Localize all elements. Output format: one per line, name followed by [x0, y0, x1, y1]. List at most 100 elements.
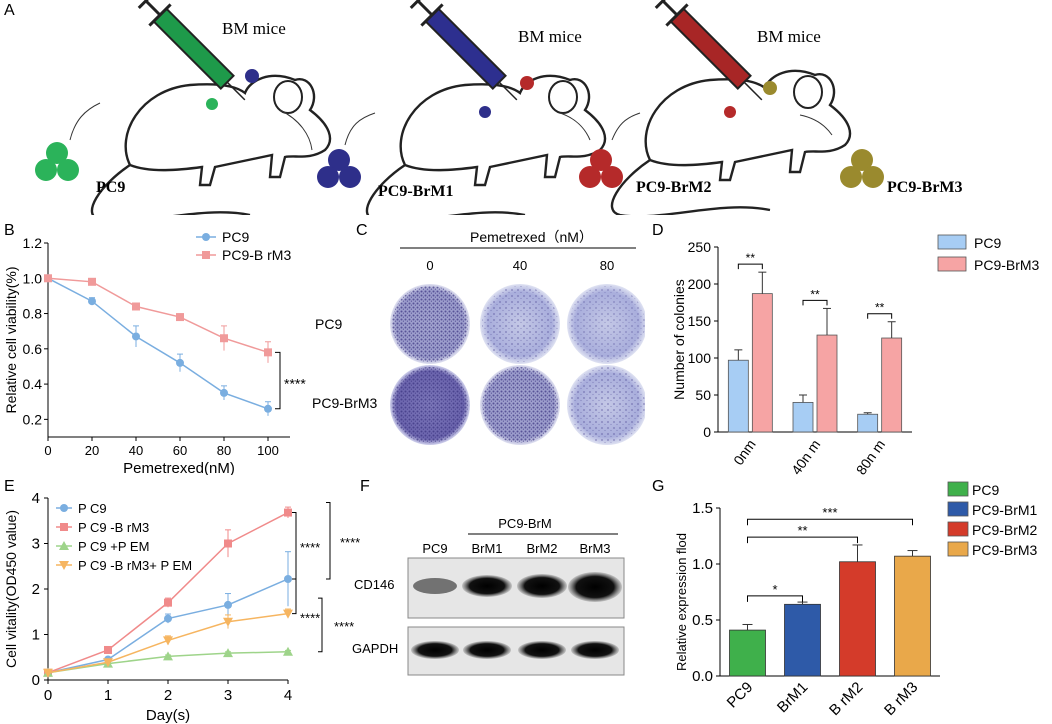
y-tick-label: 0: [703, 424, 711, 440]
band-cd146-brm1: [462, 575, 512, 597]
cell-label-brm1: PC9-BrM1: [378, 183, 454, 200]
y-tick-label: 0.0: [692, 668, 713, 685]
band-cd146-pc9: [413, 578, 457, 594]
bar: [816, 334, 838, 433]
y-tick-label: 0.8: [23, 306, 43, 322]
bm-mice-label-2: BM mice: [518, 27, 582, 46]
y-tick-label: 0.2: [23, 411, 43, 427]
significance-bracket: [802, 299, 828, 306]
panel-e-line-chart: 0 1 2 3 4 0 1 2 3 4 Day(s) Cell vitality(OD450 valu…: [3, 490, 360, 724]
data-point: [224, 600, 232, 609]
significance-bracket: [275, 351, 281, 410]
arrow-2: [279, 109, 313, 151]
y-axis-title: Number of colonies: [671, 279, 687, 400]
data-point: [220, 334, 228, 343]
significance-bracket: [326, 502, 331, 580]
bm-mice-label-3: BM mice: [757, 27, 821, 46]
injection-site-2: [479, 106, 491, 118]
arrow-6: [799, 114, 833, 136]
bar: [881, 337, 903, 433]
band-gapdh-brm1: [463, 641, 511, 659]
bar: [792, 401, 814, 433]
x-tick-label: B rM2: [826, 679, 866, 719]
panel-letter-f: F: [360, 478, 370, 495]
x-axis-title: Day(s): [146, 707, 190, 724]
brm-group-label: PC9-BrM: [498, 516, 551, 531]
data-point: [176, 358, 184, 367]
band-gapdh-pc9: [411, 641, 459, 659]
legend-label: PC9-BrM2: [972, 522, 1038, 538]
series-line-1: [47, 277, 269, 354]
data-point: [223, 648, 233, 658]
x-tick-label: B rM3: [881, 679, 921, 719]
data-point: [220, 388, 228, 397]
data-point: [176, 313, 184, 322]
panel-letter-e: E: [4, 478, 15, 495]
data-point: [283, 609, 293, 619]
data-point: [264, 348, 272, 357]
legend-label: PC9: [222, 229, 249, 245]
cell-label-pc9: PC9: [96, 179, 125, 196]
arrow-5: [611, 112, 641, 141]
legend-label: PC9: [972, 482, 999, 498]
injection-site-1: [206, 98, 218, 110]
series-line-1: [47, 511, 289, 674]
panel-letter-c: C: [356, 222, 368, 239]
lane-label-brm1: BrM1: [471, 541, 502, 556]
y-tick-label: 150: [688, 313, 712, 329]
y-tick-label: 1.0: [23, 270, 43, 286]
plate-brm3-80: [567, 365, 645, 445]
data-point: [284, 574, 292, 583]
y-axis-title: Relative expression flod: [674, 533, 689, 671]
significance-label: ****: [300, 610, 320, 625]
plate-pc9-80: [567, 284, 645, 364]
panel-c-colony-plates: Pemetrexed（nM） 0 40 80 PC9 PC9-BrM3: [312, 229, 645, 445]
series-line-0: [47, 277, 269, 410]
data-point: [104, 645, 112, 654]
significance-bracket: [747, 518, 913, 526]
cell-cluster-pc9: [35, 142, 79, 181]
data-point: [283, 646, 293, 656]
bar: [857, 413, 879, 433]
legend-marker: [202, 233, 210, 241]
panel-a-schematic: BM mice BM mice BM mice PC9 PC9-BrM1 PC9…: [35, 0, 963, 215]
data-point: [163, 651, 173, 661]
bar: [729, 629, 766, 677]
x-axis-title: Pemetrexed(nM): [123, 460, 235, 475]
conc-label-80: 80: [600, 258, 614, 273]
y-tick-label: 0.6: [23, 341, 43, 357]
legend-swatch: [947, 501, 969, 517]
x-tick-label: 0: [44, 443, 51, 458]
data-point: [163, 636, 173, 646]
data-point: [224, 539, 232, 548]
data-point: [164, 614, 172, 623]
y-tick-label: 4: [32, 490, 40, 507]
cell-label-brm3: PC9-BrM3: [887, 179, 963, 196]
panel-b-line-chart: 0.2 0.4 0.6 0.8 1.0 1.2 0 20 40 60 80 100 Pemetrexed…: [3, 229, 306, 475]
bar: [894, 555, 931, 677]
y-tick-label: 0.4: [23, 376, 43, 392]
significance-label: **: [746, 251, 756, 265]
significance-label: ***: [822, 505, 837, 520]
legend-swatch: [947, 521, 969, 537]
cell-cluster-brm1: [317, 149, 361, 188]
injection-site-3: [724, 106, 736, 118]
bar: [751, 293, 773, 433]
significance-bracket: [737, 263, 763, 270]
data-point: [43, 668, 53, 678]
x-tick-label: 3: [224, 687, 232, 704]
x-tick-label: 40n m: [788, 437, 823, 478]
legend-label: P C9: [78, 501, 107, 516]
panel-d-bar-chart: 0 50 100 150 200 250 Number of colonies ** 0nm **…: [671, 234, 1040, 478]
band-cd146-brm3: [568, 572, 622, 602]
brain-marker-1: [245, 69, 259, 83]
x-tick-label: 0: [44, 687, 52, 704]
arrow-4: [559, 112, 591, 141]
data-point: [103, 658, 113, 668]
brain-marker-3: [763, 81, 777, 95]
band-gapdh-brm3: [571, 641, 619, 659]
legend-label: PC9: [974, 235, 1001, 251]
data-point: [44, 274, 52, 283]
x-tick-label: 20: [85, 443, 99, 458]
x-tick-label: 0nm: [730, 437, 759, 468]
